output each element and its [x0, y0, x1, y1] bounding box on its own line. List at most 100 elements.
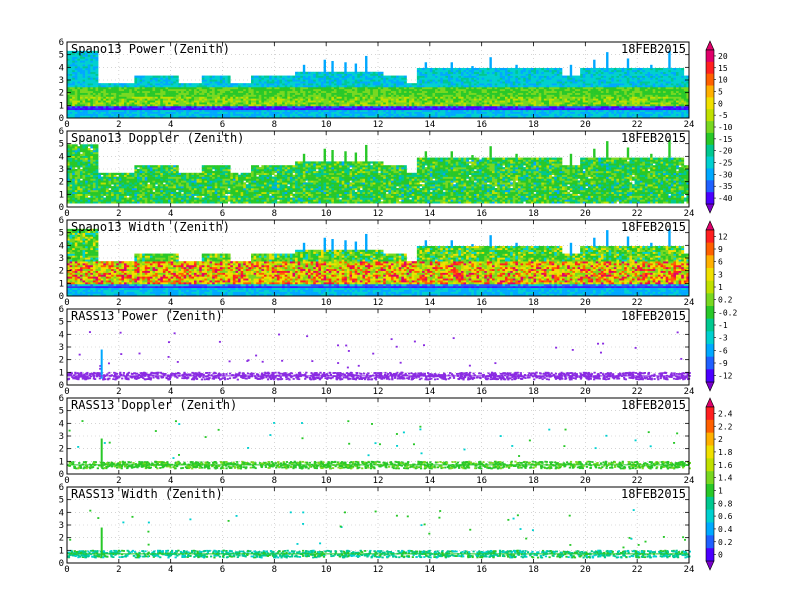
data-cell: [393, 98, 397, 101]
data-cell: [219, 104, 223, 107]
data-cell: [370, 73, 374, 76]
data-cell: [453, 92, 457, 95]
data-cell: [271, 94, 275, 97]
data-cell: [587, 105, 591, 109]
data-cell: [528, 88, 532, 92]
data-cell: [492, 98, 495, 101]
data-cell: [186, 86, 190, 90]
data-cell: [134, 105, 138, 109]
data-cell: [536, 79, 539, 82]
data-cell: [328, 94, 332, 97]
data-cell: [282, 79, 285, 82]
data-cell: [295, 90, 298, 93]
data-cell: [494, 69, 498, 73]
data-cell: [416, 71, 420, 74]
data-cell: [129, 90, 133, 93]
data-cell: [357, 94, 361, 97]
data-cell: [585, 105, 589, 109]
data-cell: [396, 105, 400, 109]
data-cell: [188, 105, 192, 109]
data-cell: [486, 102, 490, 105]
data-cell: [95, 75, 99, 78]
data-cell: [473, 96, 477, 99]
data-cell: [98, 83, 101, 86]
data-cell: [217, 83, 221, 86]
data-cell: [67, 88, 70, 92]
data-cell: [473, 69, 477, 73]
data-cell: [541, 104, 545, 107]
data-cell: [370, 102, 374, 105]
data-cell: [251, 81, 254, 84]
data-cell: [292, 94, 296, 97]
data-cell: [79, 88, 83, 92]
data-cell: [315, 85, 319, 88]
data-cell: [243, 102, 247, 105]
data-cell: [445, 88, 449, 92]
data-cell: [489, 115, 493, 118]
data-cell: [507, 102, 511, 105]
data-cell: [92, 62, 96, 65]
data-cell: [79, 71, 83, 74]
data-cell: [173, 115, 177, 118]
data-cell: [173, 85, 177, 88]
data-cell: [587, 71, 591, 74]
data-cell: [287, 105, 291, 109]
data-cell: [82, 115, 86, 118]
data-cell: [313, 83, 317, 86]
data-cell: [105, 86, 109, 90]
data-cell: [543, 83, 547, 86]
data-cell: [225, 111, 228, 114]
data-cell: [300, 83, 304, 86]
data-cell: [227, 113, 231, 116]
data-cell: [111, 88, 114, 92]
data-cell: [445, 71, 449, 74]
data-cell: [199, 85, 203, 88]
data-cell: [370, 105, 374, 109]
data-cell: [362, 111, 366, 114]
data-cell: [87, 50, 91, 54]
data-cell: [212, 109, 216, 112]
data-cell: [409, 113, 412, 116]
data-cell: [562, 100, 565, 103]
data-cell: [466, 71, 470, 74]
data-cell: [191, 104, 195, 107]
data-cell: [414, 98, 418, 101]
data-cell: [378, 85, 381, 88]
data-cell: [79, 96, 83, 99]
data-cell: [162, 104, 166, 107]
data-cell: [315, 81, 319, 84]
data-cell: [453, 79, 457, 82]
data-cell: [287, 104, 291, 107]
data-cell: [331, 81, 335, 84]
data-cell: [489, 113, 493, 116]
data-cell: [297, 86, 301, 90]
data-cell: [398, 113, 402, 116]
data-cell: [147, 111, 151, 114]
data-cell: [427, 81, 431, 84]
data-cell: [90, 73, 94, 76]
data-cell: [466, 100, 470, 103]
data-cell: [530, 109, 534, 112]
data-cell: [473, 94, 477, 97]
data-cell: [574, 109, 578, 112]
data-cell: [528, 73, 532, 76]
data-cell: [406, 104, 410, 107]
data-cell: [559, 111, 563, 114]
data-cell: [310, 102, 314, 105]
data-cell: [554, 113, 558, 116]
data-cell: [460, 109, 464, 112]
data-cell: [79, 92, 83, 95]
data-cell: [538, 71, 542, 74]
data-cell: [510, 71, 514, 74]
data-cell: [530, 92, 534, 95]
data-cell: [116, 85, 120, 88]
data-cell: [481, 115, 485, 118]
data-cell: [199, 113, 203, 116]
data-cell: [440, 105, 444, 109]
data-cell: [162, 113, 166, 116]
data-cell: [375, 86, 379, 90]
data-cell: [427, 98, 431, 101]
data-cell: [92, 75, 96, 78]
data-cell: [556, 79, 560, 82]
data-cell: [219, 102, 223, 105]
